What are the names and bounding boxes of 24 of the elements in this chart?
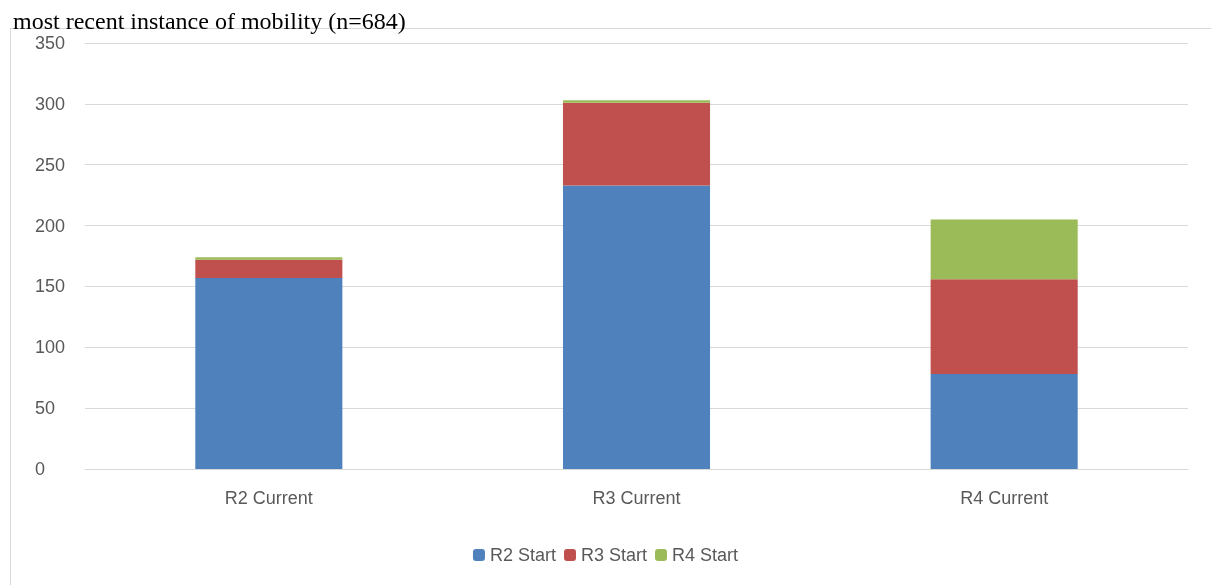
legend-label: R2 Start [489,545,556,565]
bar [562,102,711,186]
legend-label: R3 Start [580,545,648,565]
bar [195,259,343,278]
chart-title: most recent instance of mobility (n=684) [13,8,406,34]
y-tick-label: 350 [35,33,66,53]
legend-label: R4 Start [672,545,739,565]
y-tick-label: 300 [35,93,66,114]
bar [562,185,711,469]
bar [930,219,1078,280]
x-tick-label: R2 Current [224,488,313,508]
bar [930,374,1078,469]
y-tick-label: 150 [35,276,66,297]
y-tick-label: 50 [35,398,56,419]
x-tick-label: R4 Current [960,488,1049,508]
bar [562,100,711,103]
y-tick-label: 100 [35,337,66,358]
bar [195,257,343,260]
y-tick-label: 250 [35,154,66,175]
x-tick-label: R3 Current [592,488,681,508]
bar [195,277,343,469]
bar [930,279,1078,375]
y-tick-label: 200 [35,215,66,236]
y-tick-label: 0 [35,459,46,479]
